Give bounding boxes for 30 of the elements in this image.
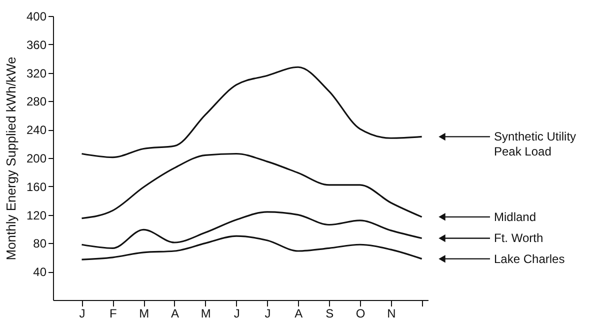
line-series [80, 66, 423, 158]
x-tick-label: J [234, 306, 240, 320]
x-tick-label: J [264, 306, 271, 320]
y-tick-label: 120 [26, 208, 47, 222]
legend-label: Ft. Worth [494, 231, 544, 246]
line-series [80, 211, 423, 249]
y-tick-label: 200 [26, 152, 47, 166]
y-tick-label: 80 [33, 236, 47, 251]
x-tick-label: A [294, 306, 303, 320]
y-tick-label: 360 [26, 38, 47, 52]
x-tick-label: O [356, 306, 366, 320]
legend-label: Lake Charles [494, 252, 565, 266]
legend-label: Midland [494, 210, 536, 224]
x-tick-label: F [109, 306, 117, 320]
y-tick-label: 400 [26, 10, 47, 24]
y-tick-label: 320 [26, 66, 47, 80]
y-tick-label: 240 [26, 123, 47, 138]
y-tick-label: 280 [26, 94, 47, 109]
y-axis-title: Monthly Energy Supplied kWh/kWe [3, 56, 18, 260]
x-tick-label: A [170, 306, 180, 320]
y-tick-label: 160 [26, 180, 47, 194]
x-tick-label: N [387, 306, 396, 320]
line-series [80, 235, 423, 260]
x-tick-label: M [200, 306, 211, 320]
legend-label: Synthetic Utility Peak Load [494, 130, 576, 159]
line-series [80, 152, 423, 220]
x-tick-label: S [326, 306, 334, 320]
x-tick-label: J [79, 306, 86, 320]
x-tick-label: M [139, 306, 150, 320]
y-tick-label: 40 [33, 265, 47, 280]
